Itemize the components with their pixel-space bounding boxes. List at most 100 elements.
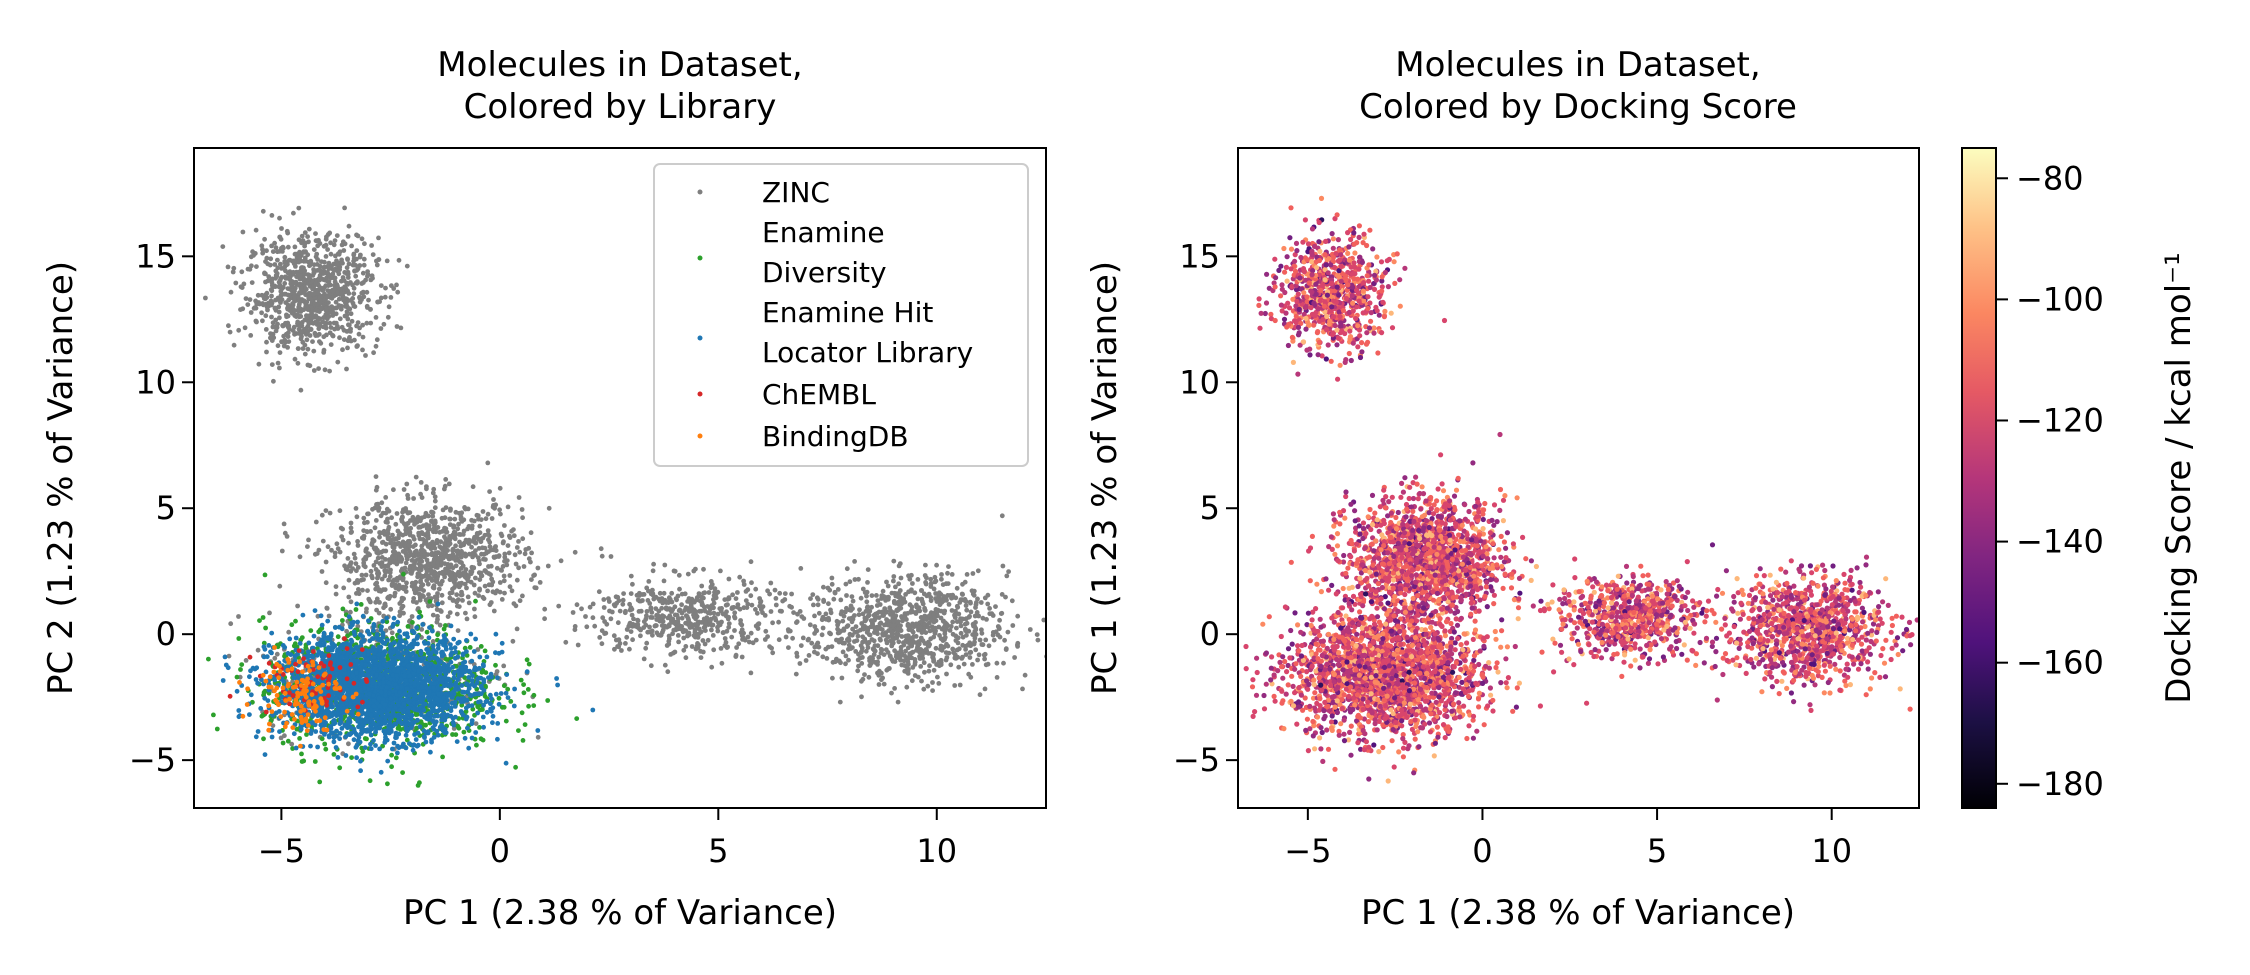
left-point-zinc — [275, 343, 281, 349]
left-panel: Molecules in Dataset, Colored by Library… — [41, 45, 1047, 933]
left-point-enamine-diversity — [335, 634, 341, 640]
left-point-zinc — [458, 543, 464, 549]
left-point-zinc — [272, 655, 278, 661]
left-point-zinc — [886, 666, 891, 672]
left-point-zinc — [574, 602, 580, 608]
left-point-zinc — [341, 248, 347, 253]
left-point-zinc — [344, 271, 350, 276]
left-point-zinc — [904, 684, 910, 690]
left-point-zinc — [584, 624, 590, 630]
left-point-zinc — [514, 577, 520, 583]
left-point-zinc — [753, 586, 759, 592]
left-point-zinc — [266, 274, 272, 279]
left-point-zinc — [336, 271, 342, 277]
left-point-zinc — [956, 611, 962, 617]
left-point-zinc — [464, 585, 469, 591]
left-point-enamine-diversity — [293, 618, 298, 624]
left-point-zinc — [390, 556, 396, 561]
left-point-zinc — [443, 536, 449, 542]
left-point-zinc — [389, 630, 395, 636]
left-point-enamine-diversity — [516, 728, 521, 733]
left-point-zinc — [319, 286, 325, 291]
left-point-zinc — [878, 637, 883, 643]
left-point-zinc — [368, 306, 373, 312]
left-point-zinc — [326, 314, 332, 319]
left-point-zinc — [396, 257, 402, 263]
left-point-zinc — [394, 282, 399, 288]
left-point-zinc — [880, 632, 886, 638]
left-point-enamine-diversity — [427, 599, 433, 604]
left-point-zinc — [400, 515, 405, 520]
left-point-zinc — [892, 600, 897, 606]
left-point-zinc — [439, 592, 445, 598]
left-point-zinc — [326, 613, 332, 619]
left-point-zinc — [391, 286, 397, 291]
left-point-zinc — [376, 257, 382, 262]
left-point-zinc — [391, 559, 397, 565]
left-point-zinc — [883, 598, 888, 603]
left-point-zinc — [880, 588, 886, 594]
left-point-zinc — [941, 625, 947, 630]
left-point-zinc — [669, 599, 675, 605]
left-point-zinc — [397, 609, 403, 615]
left-point-enamine-diversity — [526, 661, 532, 667]
left-point-zinc — [387, 559, 393, 565]
left-point-zinc — [310, 339, 315, 344]
left-point-zinc — [923, 630, 929, 635]
left-point-zinc — [487, 489, 492, 494]
left-point-zinc — [342, 205, 347, 211]
left-point-zinc — [355, 543, 361, 548]
left-point-zinc — [454, 598, 460, 604]
left-point-zinc — [620, 597, 626, 603]
left-point-enamine-diversity — [493, 662, 498, 668]
left-point-zinc — [376, 235, 381, 241]
left-point-zinc — [673, 619, 679, 625]
left-point-zinc — [404, 580, 409, 586]
left-point-zinc — [386, 577, 391, 583]
left-point-zinc — [397, 558, 403, 563]
left-point-zinc — [496, 554, 502, 559]
left-point-zinc — [419, 495, 425, 500]
left-point-zinc — [475, 555, 481, 561]
left-point-zinc — [850, 645, 855, 650]
left-point-zinc — [700, 602, 705, 608]
left-point-zinc — [528, 530, 534, 536]
left-point-zinc — [741, 582, 747, 587]
left-point-zinc — [292, 356, 298, 362]
left-point-zinc — [275, 265, 281, 271]
left-point-zinc — [304, 299, 310, 305]
left-point-zinc — [501, 663, 507, 669]
left-point-zinc — [424, 522, 429, 527]
left-point-zinc — [471, 582, 477, 588]
left-point-enamine-diversity — [435, 632, 440, 638]
left-point-zinc — [682, 591, 688, 597]
left-point-zinc — [650, 587, 655, 593]
left-point-enamine-diversity — [440, 754, 445, 760]
left-point-zinc — [457, 569, 462, 575]
left-point-zinc — [655, 613, 661, 619]
left-point-zinc — [477, 587, 482, 593]
left-point-zinc — [396, 540, 401, 546]
left-point-zinc — [305, 362, 311, 368]
left-point-zinc — [708, 585, 714, 591]
left-point-zinc — [433, 550, 438, 556]
left-point-zinc — [373, 487, 379, 493]
left-point-zinc — [353, 506, 359, 511]
left-point-zinc — [509, 588, 515, 594]
left-point-enamine-diversity — [312, 759, 318, 764]
left-point-zinc — [305, 544, 310, 549]
left-point-zinc — [627, 646, 632, 652]
left-point-zinc — [590, 615, 596, 621]
left-point-zinc — [976, 613, 981, 619]
left-point-zinc — [361, 262, 367, 268]
left-point-zinc — [859, 678, 864, 684]
left-point-zinc — [677, 586, 682, 592]
left-point-zinc — [374, 580, 380, 586]
left-point-zinc — [710, 633, 716, 638]
left-point-zinc — [378, 549, 384, 555]
left-point-zinc — [438, 581, 444, 587]
left-point-zinc — [256, 361, 262, 367]
left-point-zinc — [375, 575, 380, 581]
left-point-zinc — [645, 598, 651, 603]
left-point-zinc — [991, 637, 997, 643]
